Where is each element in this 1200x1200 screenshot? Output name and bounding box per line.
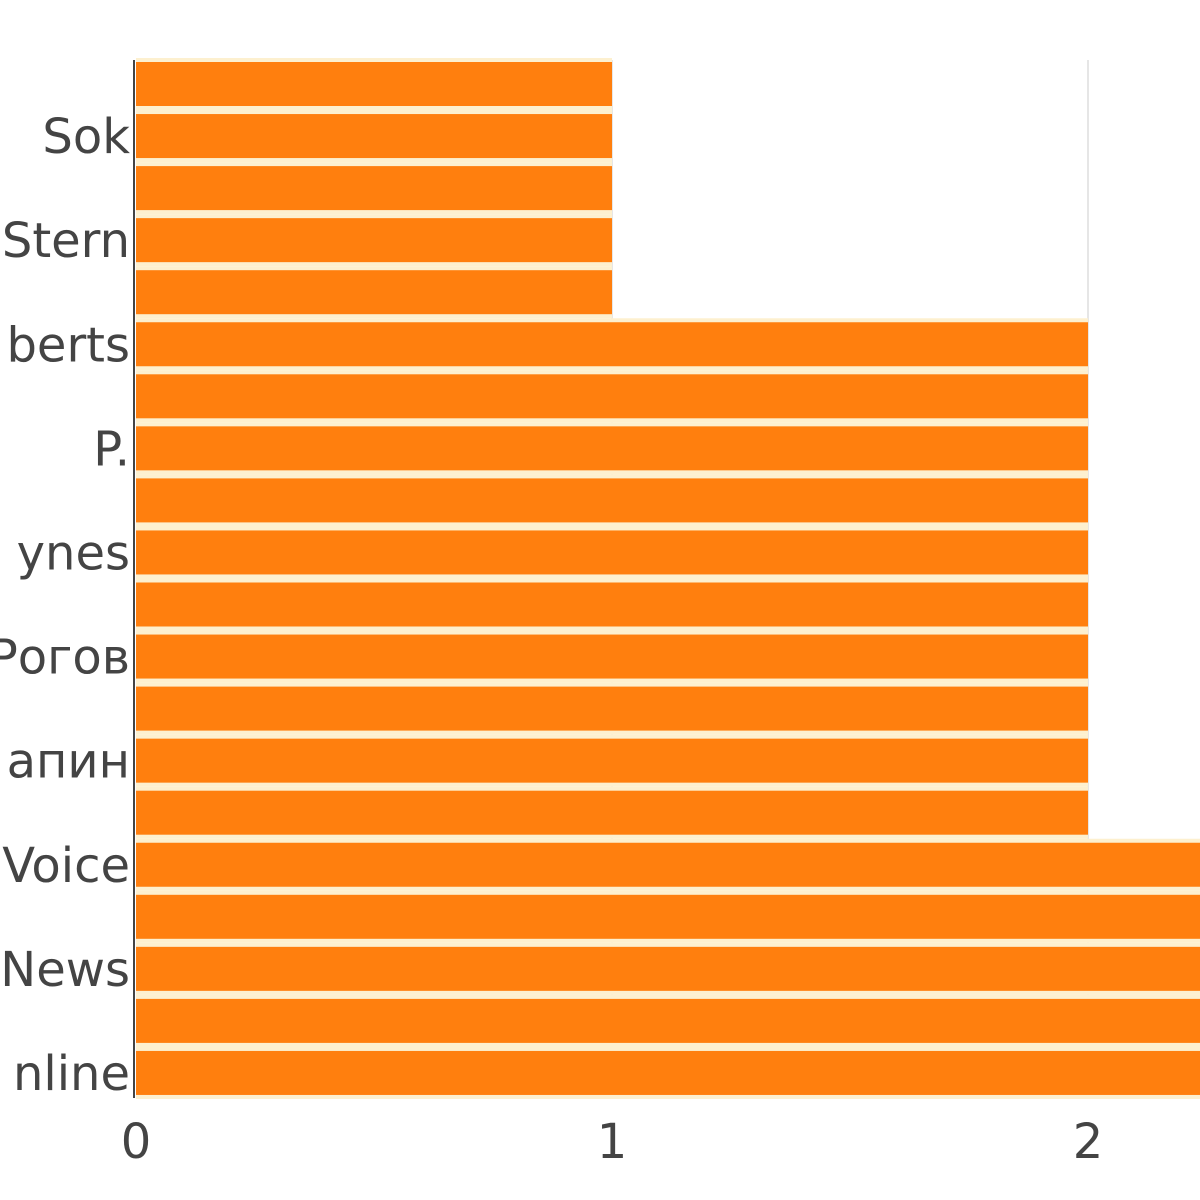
y-tick-label: ynes [17,525,130,581]
y-tick-labels: Sok Stern berts P. ynes Рогов апин Voice News nli… [0,109,130,1102]
bar[interactable] [136,478,1088,523]
bar[interactable] [136,322,1088,367]
x-tick-label: 2 [1073,1114,1104,1170]
bar[interactable] [136,530,1088,575]
y-tick-label: Stern [2,213,130,269]
bar[interactable] [136,894,1200,939]
y-tick-label: Sok [42,109,130,165]
bar[interactable] [136,1050,1200,1095]
y-tick-label: апин [7,734,130,790]
y-tick-label: News [0,942,130,998]
y-tick-label: P. [93,421,130,477]
bar[interactable] [136,218,612,263]
y-tick-label: Рогов [0,630,130,686]
bar[interactable] [136,790,1088,835]
bar[interactable] [136,166,612,211]
x-tick-label: 1 [597,1114,628,1170]
y-tick-label: nline [13,1046,130,1102]
bar[interactable] [136,686,1088,731]
x-tick-label: 0 [121,1114,152,1170]
bar[interactable] [136,62,612,106]
bar[interactable] [136,374,1088,419]
bar[interactable] [136,426,1088,471]
y-tick-label: berts [6,317,130,373]
x-tick-labels: 0 1 2 [121,1114,1104,1170]
bar[interactable] [136,946,1200,991]
bar[interactable] [136,998,1200,1043]
bar[interactable] [136,114,612,159]
y-tick-label: Voice [2,838,130,894]
bar[interactable] [136,582,1088,627]
bar[interactable] [136,842,1200,887]
bar[interactable] [136,270,612,315]
bar[interactable] [136,738,1088,783]
bar[interactable] [136,634,1088,679]
bars [136,58,1200,1099]
